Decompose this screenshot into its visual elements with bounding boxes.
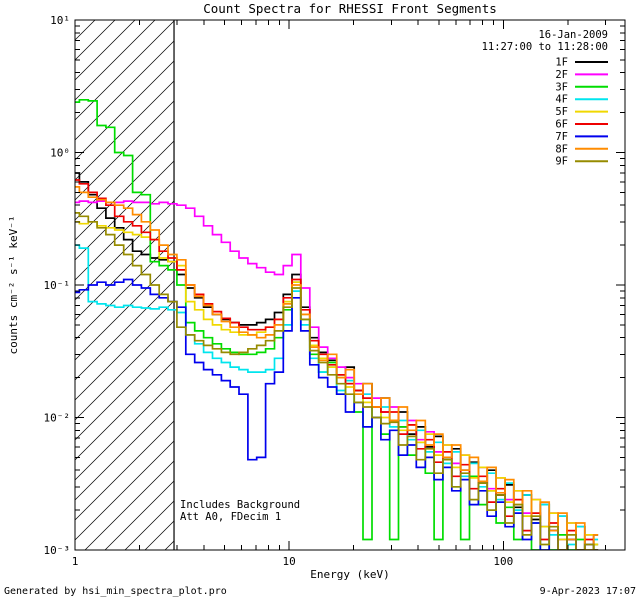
y-tick-label: 10⁻² (44, 412, 71, 425)
y-tick-label: 10⁻¹ (44, 279, 71, 292)
legend-entry-1F: 1F (555, 57, 608, 69)
y-tick-label: 10⁻³ (44, 544, 71, 557)
series-7F-curve (75, 278, 599, 550)
spectra-series-layer (75, 98, 599, 550)
legend-label: 1F (555, 57, 568, 69)
x-tick-label: 100 (493, 555, 513, 568)
series-8F-curve (75, 186, 599, 550)
legend-label: 2F (555, 69, 568, 81)
x-tick-label: 10 (283, 555, 296, 568)
footer-program-credit: Generated by hsi_min_spectra_plot.pro (4, 586, 227, 597)
legend-label: 7F (555, 131, 568, 143)
legend-entry-9F: 9F (555, 156, 608, 168)
series-9F-curve (75, 212, 599, 550)
legend-label: 9F (555, 156, 568, 168)
legend-entry-4F: 4F (555, 94, 608, 106)
legend-entry-2F: 2F (555, 69, 608, 81)
legend-entry-7F: 7F (555, 131, 608, 143)
y-axis-label: counts cm⁻² s⁻¹ keV⁻¹ (7, 215, 20, 354)
footer-generation-timestamp: 9-Apr-2023 17:07 (540, 586, 636, 597)
legend-entry-3F: 3F (555, 81, 608, 93)
chart-title: Count Spectra for RHESSI Front Segments (203, 1, 497, 16)
legend-entry-8F: 8F (555, 143, 608, 155)
x-tick-label: 1 (72, 555, 79, 568)
series-3F-curve (75, 98, 599, 550)
legend-entry-5F: 5F (555, 106, 608, 118)
legend-label: 5F (555, 106, 568, 118)
x-axis-label: Energy (keV) (310, 568, 389, 581)
legend-label: 8F (555, 143, 568, 155)
y-tick-label: 10¹ (50, 14, 70, 27)
attenuator-note: Att A0, FDecim 1 (180, 511, 281, 523)
legend-label: 4F (555, 94, 568, 106)
legend-label: 3F (555, 81, 568, 93)
axes-and-ticks: 1 10 100 10⁻³ 10⁻² 10⁻¹ 10⁰ 10¹ (44, 14, 626, 568)
date-annotation: 16-Jan-2009 (538, 29, 608, 41)
y-tick-label: 10⁰ (50, 147, 70, 160)
background-note: Includes Background (180, 499, 300, 511)
legend-label: 6F (555, 119, 568, 131)
time-range-annotation: 11:27:00 to 11:28:00 (482, 41, 608, 53)
legend-entry-6F: 6F (555, 119, 608, 131)
